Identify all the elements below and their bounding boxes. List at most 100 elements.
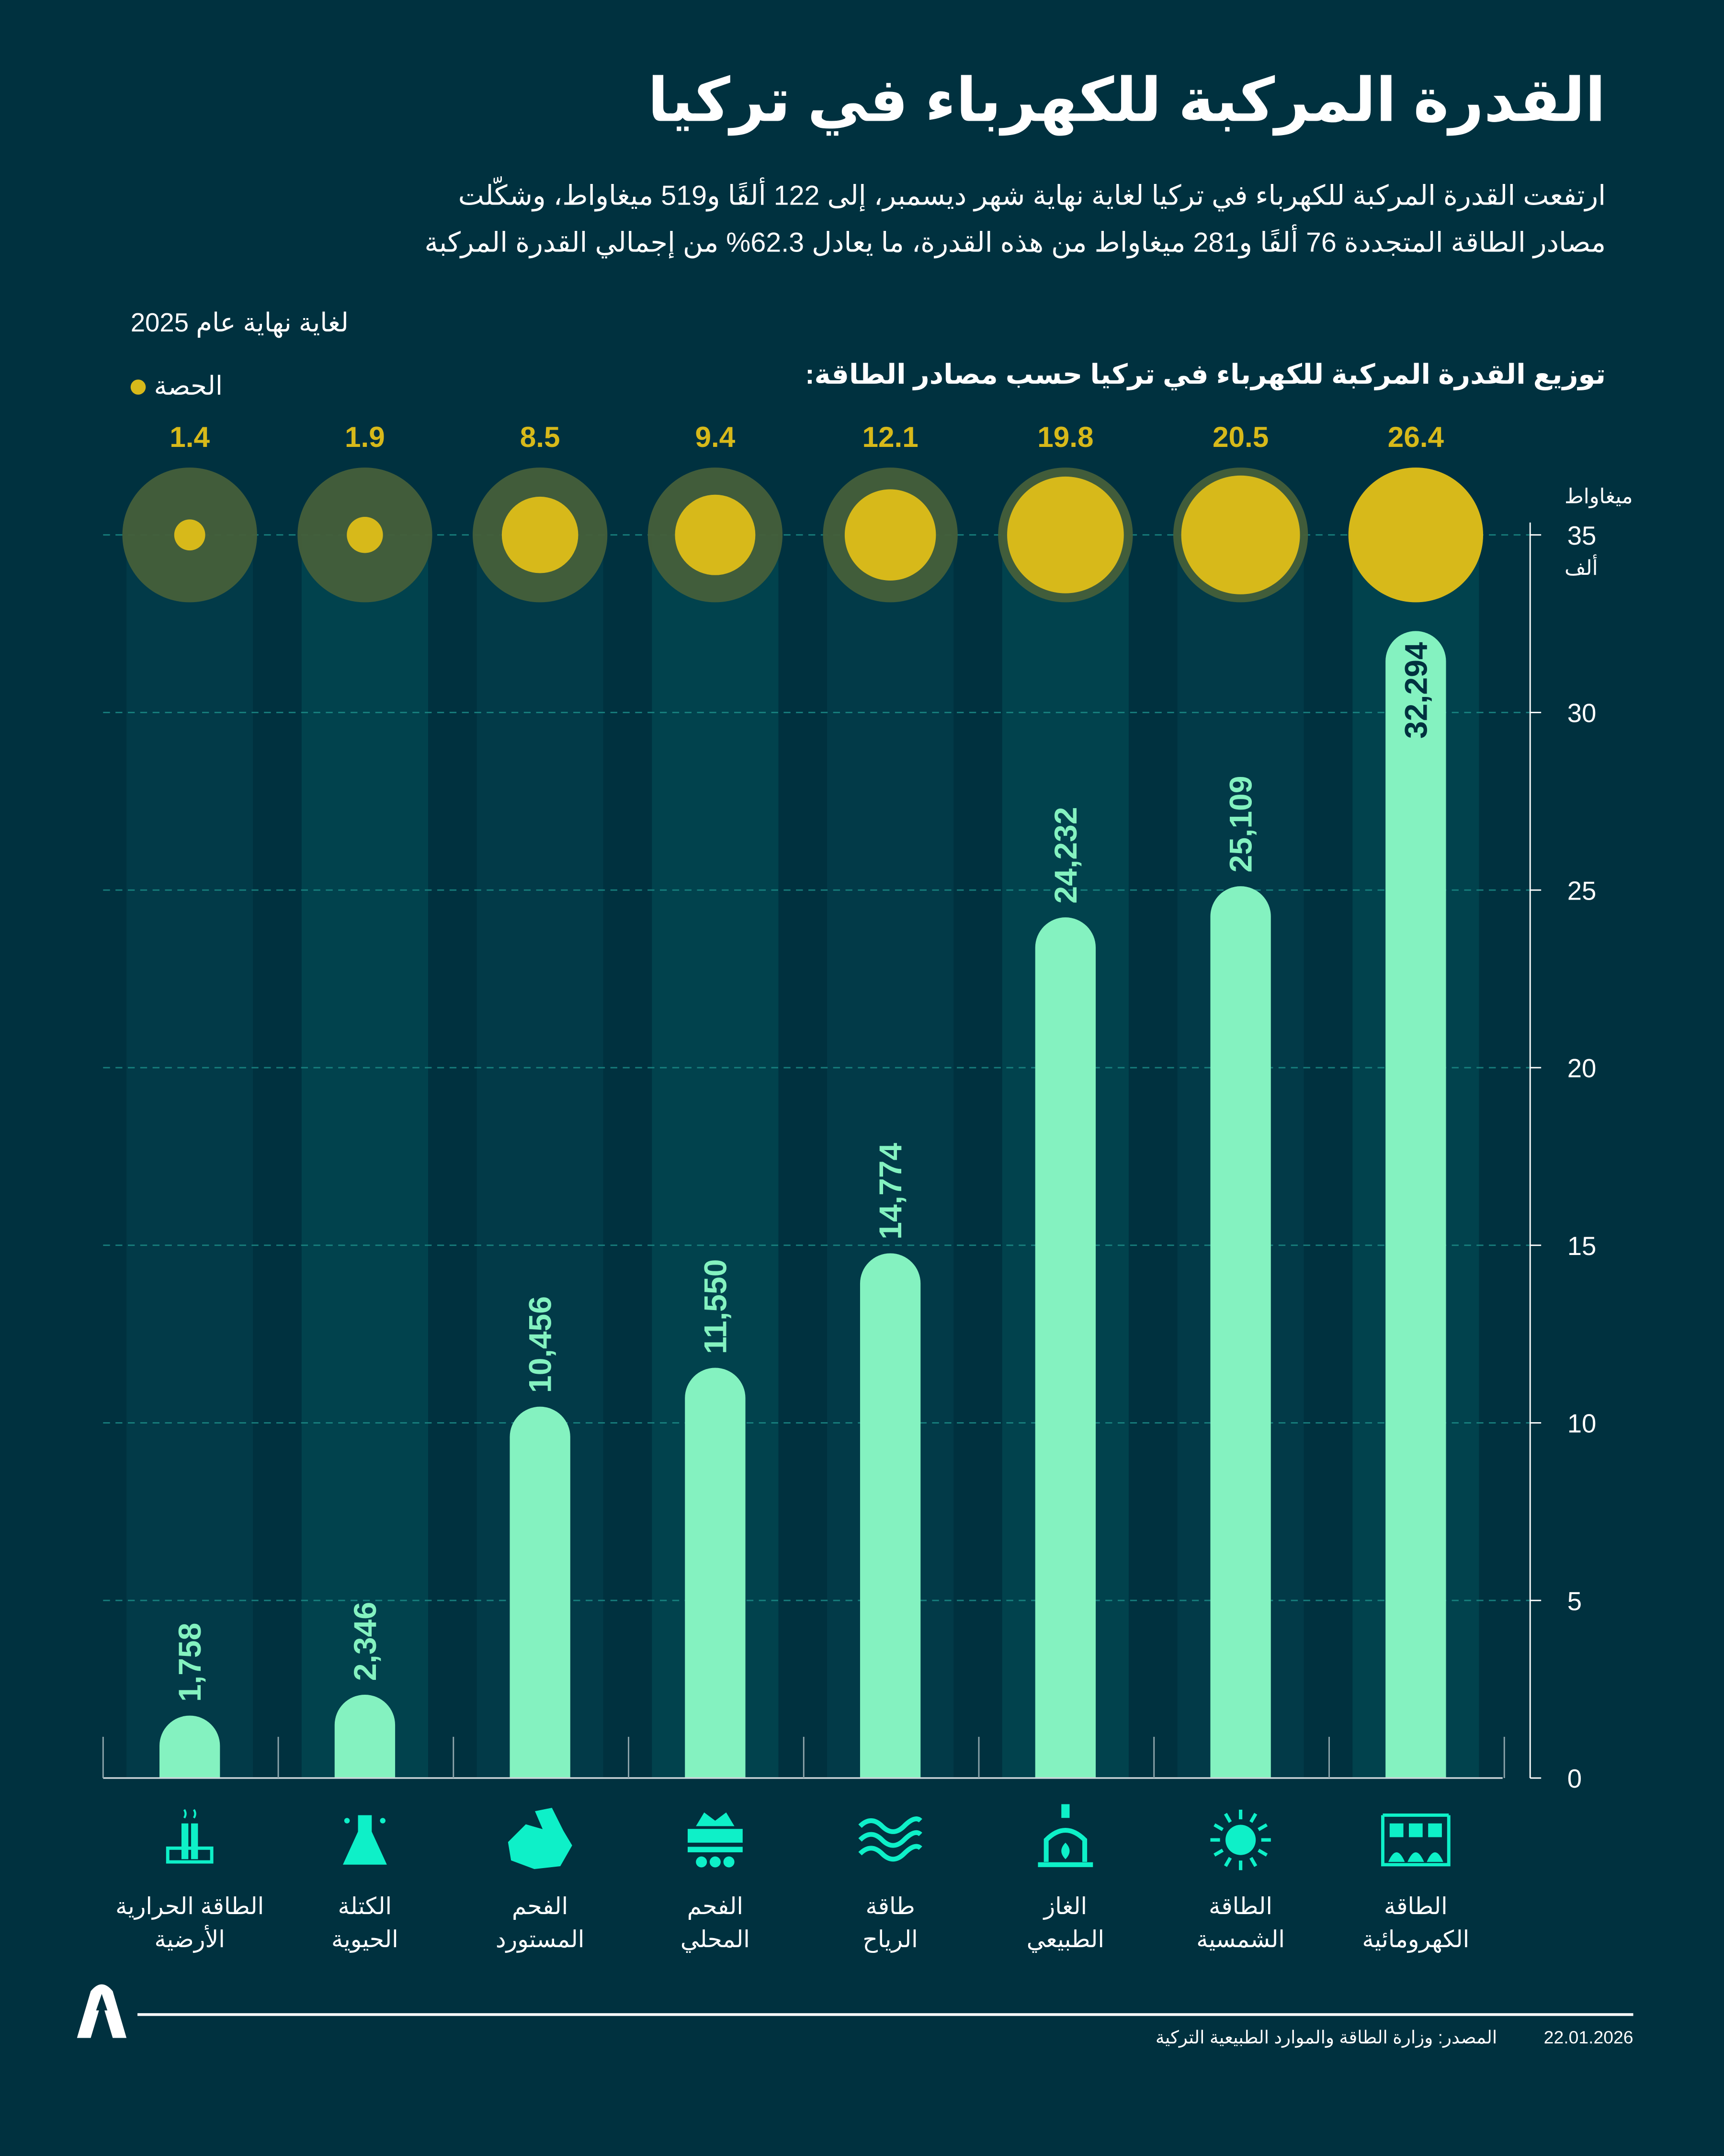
icon-part: [1214, 1848, 1224, 1857]
category-label-line: الأرضية: [154, 1926, 225, 1953]
category-label: الكتلة الحيوية: [283, 1891, 447, 1957]
column-background: [301, 535, 428, 1778]
legend-label: الحصة: [154, 372, 223, 402]
coal-mine-cart-icon: [687, 1812, 743, 1868]
icon-part: [183, 1809, 196, 1819]
icon-part: [687, 1847, 743, 1852]
category-label-line: طاقة: [865, 1894, 915, 1920]
publish-date: 22.01.2026: [1543, 2027, 1633, 2048]
category-label-line: الشمسية: [1196, 1926, 1285, 1953]
icon-part: [1428, 1823, 1442, 1837]
intro-paragraph: ارتفعت القدرة المركبة للكهرباء في تركيا …: [424, 181, 1606, 259]
bar-value-label: 2,346: [347, 1602, 383, 1681]
icon-part: [342, 1815, 387, 1865]
category-label-line: الطبيعي: [1026, 1926, 1104, 1953]
share-circle: [501, 496, 578, 573]
icon-part: [696, 1812, 735, 1826]
share-circle: [675, 494, 756, 575]
icon-part: [696, 1856, 707, 1868]
source-note: المصدر: وزارة الطاقة والموارد الطبيعية ا…: [1155, 2027, 1497, 2048]
category-label: الفحم المحلي: [633, 1891, 797, 1957]
share-label: 9.4: [695, 421, 735, 453]
chart-title: توزيع القدرة المركبة للكهرباء في تركيا ح…: [805, 360, 1606, 391]
icon-part: [1258, 1823, 1268, 1831]
category-label: الطاقة الكهرومائية: [1333, 1891, 1498, 1957]
icon-part: [1061, 1842, 1070, 1859]
icon-part: [1249, 1857, 1258, 1867]
share-label: 8.5: [520, 421, 560, 453]
geothermal-plant-icon: [166, 1809, 214, 1864]
icon-part: [181, 1823, 189, 1859]
icon-part: [166, 1846, 214, 1864]
natural-gas-icon: [1038, 1804, 1093, 1867]
icon-part: [191, 1823, 198, 1859]
bar: [685, 1368, 746, 1778]
as-of-label: لغاية نهاية عام 2025: [130, 309, 349, 339]
icon-part: [380, 1818, 386, 1824]
icon-part: [1249, 1813, 1258, 1823]
category-label-line: الفحم: [512, 1894, 568, 1920]
bar-value-label: 10,456: [522, 1296, 558, 1393]
y-tick-label: 0: [1567, 1764, 1582, 1793]
share-circle: [844, 489, 936, 581]
footer-divider: [137, 2013, 1633, 2016]
icon-part: [687, 1829, 743, 1843]
share-label: 19.8: [1037, 421, 1093, 453]
icon-part: [1225, 1825, 1256, 1855]
imported-coal-icon: [508, 1808, 572, 1870]
icon-part: [1224, 1857, 1232, 1867]
bar: [1035, 917, 1096, 1778]
icon-part: [1381, 1814, 1451, 1867]
bar-value-label: 1,758: [172, 1623, 207, 1702]
share-circle: [174, 519, 205, 551]
icon-part: [344, 1818, 350, 1824]
bar: [334, 1694, 396, 1778]
category-label-line: الرياح: [862, 1926, 918, 1953]
category-label-line: الكتلة: [338, 1894, 392, 1920]
y-tick-label: 25: [1567, 876, 1597, 905]
bar: [1385, 631, 1446, 1778]
category-label-line: المستورد: [495, 1926, 585, 1953]
share-circle: [1181, 475, 1300, 594]
bar: [860, 1253, 921, 1778]
icon-part: [1427, 1852, 1443, 1862]
y-unit-top: ميغاواط: [1564, 485, 1633, 509]
aa-logo-icon: [77, 1984, 127, 2038]
bar: [159, 1715, 220, 1778]
category-label: الغاز الطبيعي: [983, 1891, 1148, 1957]
icon-part: [1407, 1852, 1424, 1862]
icon-part: [723, 1856, 735, 1868]
share-label: 26.4: [1388, 421, 1444, 453]
icon-part: [858, 1844, 922, 1862]
icon-part: [1258, 1848, 1268, 1857]
bar-value-label: 25,109: [1223, 776, 1259, 873]
category-label-line: المحلي: [680, 1926, 750, 1953]
bar: [1210, 886, 1271, 1778]
wind-icon: [858, 1816, 922, 1862]
category-label-line: الطاقة الحرارية: [115, 1894, 264, 1920]
icon-part: [1061, 1804, 1070, 1818]
category-label-line: الكهرومائية: [1362, 1926, 1470, 1953]
category-label-line: الطاقة: [1209, 1894, 1273, 1920]
y-unit-bottom: ألف: [1564, 557, 1598, 581]
bar-value-label: 11,550: [697, 1259, 733, 1354]
share-circle: [1007, 476, 1124, 593]
icon-part: [1408, 1823, 1423, 1837]
share-label: 20.5: [1213, 421, 1269, 453]
y-tick-label: 30: [1567, 699, 1597, 728]
y-tick-label: 15: [1567, 1232, 1597, 1261]
share-circle: [1348, 468, 1484, 603]
icon-part: [1214, 1823, 1224, 1831]
icon-part: [1389, 1823, 1404, 1837]
category-label-line: الطاقة: [1384, 1894, 1448, 1920]
category-label: الطاقة الشمسية: [1158, 1891, 1323, 1957]
icon-part: [858, 1830, 922, 1848]
icon-part: [709, 1856, 721, 1868]
category-label: الفحم المستورد: [457, 1891, 622, 1957]
category-label: طاقة الرياح: [808, 1891, 973, 1957]
y-tick-label: 20: [1567, 1054, 1597, 1083]
share-label: 1.4: [170, 421, 210, 453]
category-label-line: الفحم: [687, 1894, 743, 1920]
